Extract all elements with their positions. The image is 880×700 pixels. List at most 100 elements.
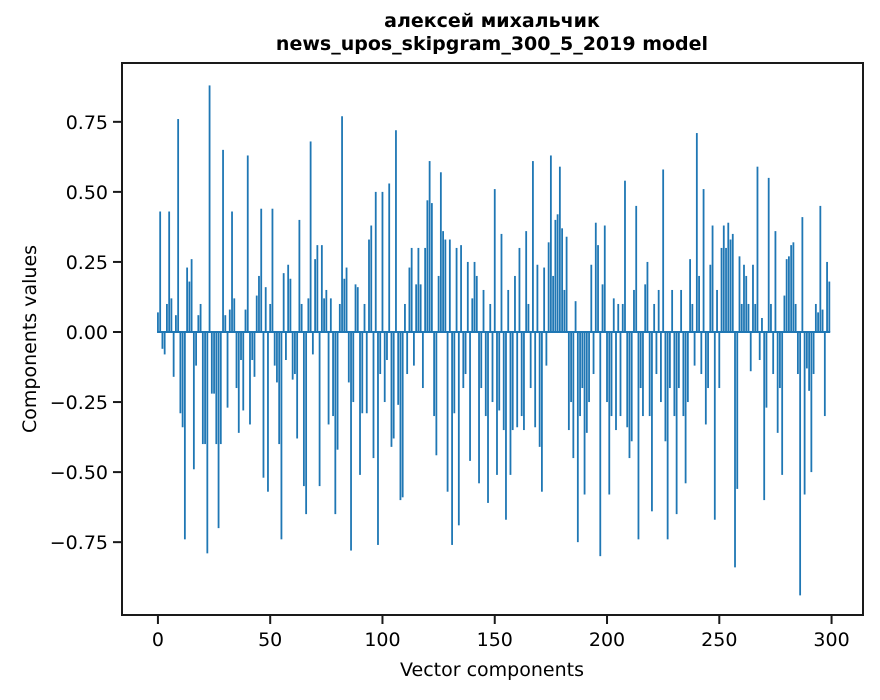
bar [615,331,617,431]
bar [702,189,705,332]
bar [471,298,474,332]
bar [516,331,519,428]
bar [401,331,404,498]
bar [585,331,588,433]
bar [260,208,263,332]
bar [754,303,757,332]
bar [549,155,552,332]
bar [395,130,397,332]
bar [417,247,420,332]
bar [428,161,431,332]
bar [341,116,343,333]
bar [727,222,730,332]
bar [489,303,492,332]
bar [305,331,308,515]
bar [415,284,418,332]
bar [774,231,777,332]
bar [302,331,305,487]
bar [543,267,546,332]
bar [574,301,577,332]
bar [464,331,467,375]
x-tick-label: 200 [589,629,625,651]
bar [828,281,831,332]
bar [761,317,763,332]
bar [545,331,548,366]
bar [590,264,593,332]
bar [677,331,680,389]
bar [285,331,287,361]
bar [767,177,770,332]
bar [693,331,696,366]
bar [269,303,272,332]
bar [267,331,269,492]
bar [808,331,811,391]
bar [224,315,227,332]
y-axis-label: Components values [19,245,41,433]
bar [377,331,379,545]
bar [291,331,294,380]
bar [166,303,168,332]
bar [314,259,317,332]
bar [570,331,572,403]
bar [287,264,290,332]
bar [359,331,361,475]
bar [707,331,709,389]
bar [664,331,667,442]
bar [249,331,251,425]
bar [671,289,674,332]
bar [520,331,523,417]
bar [749,331,752,372]
bar [498,331,501,411]
bar [397,331,400,405]
bar [237,331,240,433]
bar [805,331,808,369]
bar [563,289,566,332]
y-tick-label: 0.00 [66,322,108,344]
bar [790,245,793,332]
bar [740,303,743,332]
y-tick-label: −0.50 [50,462,108,484]
bar [776,331,779,433]
bar [509,331,512,475]
bar [796,331,799,375]
bar [386,331,388,361]
bar [161,331,164,349]
y-tick-label: −0.75 [50,532,108,554]
bar [799,331,802,596]
bar [282,273,285,332]
bar [561,228,564,332]
bar [496,331,498,475]
bar [294,331,296,375]
y-tick-label: 0.75 [66,112,108,134]
bar [325,289,328,332]
bar [446,331,449,492]
bar [823,331,826,417]
bar [289,278,292,332]
bar [251,331,254,361]
bar [172,331,175,377]
bar [451,331,453,545]
bar [374,191,377,332]
bar [765,331,768,408]
bar [372,331,375,459]
bar [662,169,665,332]
bar [788,256,790,332]
bar [633,289,635,332]
bar [186,267,189,332]
bar [228,309,231,332]
bar [379,331,382,375]
bar [350,331,352,551]
bar [206,331,209,554]
bar [720,247,723,332]
bar [271,208,274,332]
bar [273,331,276,366]
bar [493,189,496,332]
bar [722,225,725,332]
bar [651,331,653,512]
bar [408,267,411,332]
bar [480,331,483,389]
bar [525,231,528,332]
bar [718,331,721,389]
bar [743,264,745,332]
